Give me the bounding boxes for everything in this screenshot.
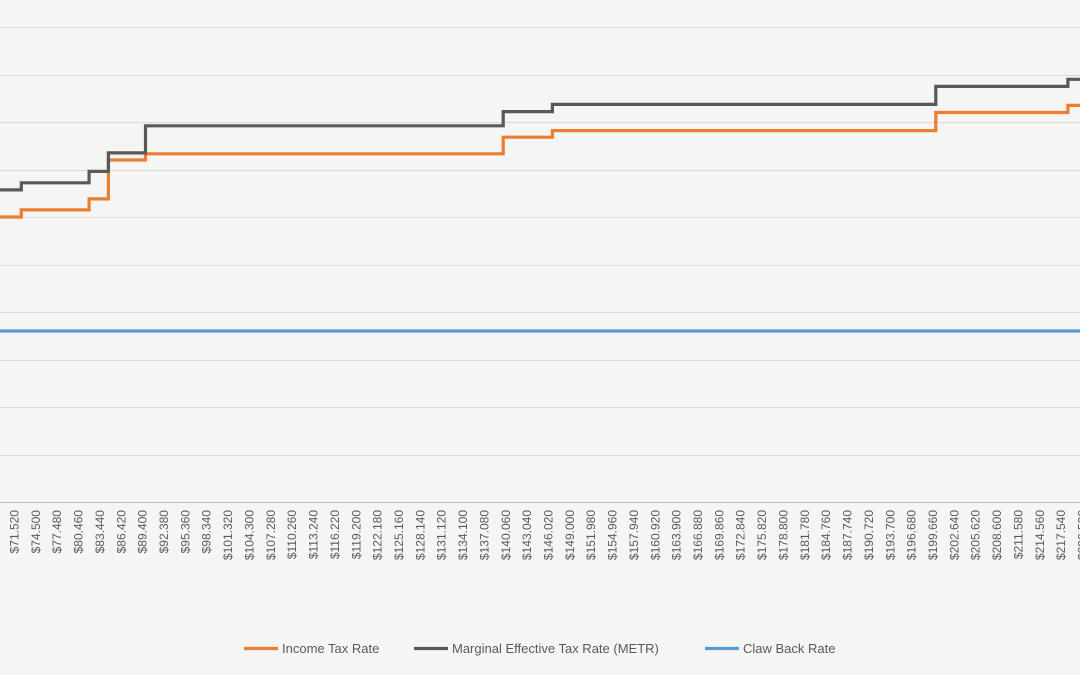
x-tick-label: $107.280: [264, 510, 278, 560]
x-tick-label: $119.200: [349, 510, 363, 559]
x-tick-label: $71.520: [8, 510, 22, 554]
x-tick-label: $205.620: [969, 510, 983, 560]
x-tick-label: $190.720: [862, 510, 876, 560]
x-tick-label: $95.360: [178, 510, 192, 554]
x-tick-label: $208.600: [990, 510, 1004, 560]
x-tick-label: $80.460: [72, 510, 86, 554]
x-tick-label: $157.940: [627, 510, 641, 560]
x-tick-label: $178.800: [777, 510, 791, 560]
x-tick-label: $163.900: [670, 510, 684, 560]
x-tick-label: $211.580: [1011, 510, 1025, 559]
x-tick-label: $169.860: [712, 510, 726, 560]
x-tick-label: $128.140: [413, 510, 427, 560]
x-tick-label: $134.100: [456, 510, 470, 560]
x-tick-label: $86.420: [114, 510, 128, 554]
x-axis-tick-labels: $71.520 $74.500 $77.480 $80.460 $83.440 $86.4…: [8, 510, 1080, 560]
x-tick-label: $220.520: [1076, 510, 1080, 560]
x-tick-label: $149.000: [563, 510, 577, 560]
legend-label: Income Tax Rate: [282, 641, 379, 656]
legend-item: Income Tax Rate: [244, 641, 379, 656]
x-tick-label: $151.980: [584, 510, 598, 560]
x-tick-label: $199.660: [926, 510, 940, 560]
x-tick-label: $89.400: [136, 510, 150, 554]
x-tick-label: $154.960: [606, 510, 620, 560]
x-tick-label: $160.920: [648, 510, 662, 560]
x-tick-label: $143.040: [520, 510, 534, 560]
x-tick-label: $184.760: [819, 510, 833, 560]
x-tick-label: $175.820: [755, 510, 769, 560]
series-line-income-tax-rate: [0, 103, 1080, 219]
x-tick-label: $131.120: [435, 510, 449, 560]
x-tick-label: $214.560: [1033, 510, 1047, 560]
x-tick-label: $92.380: [157, 510, 171, 554]
x-tick-label: $193.700: [883, 510, 897, 560]
x-tick-label: $104.300: [243, 510, 257, 560]
x-tick-label: $202.640: [947, 510, 961, 560]
x-tick-label: $140.060: [499, 510, 513, 560]
x-tick-label: $187.740: [841, 510, 855, 560]
x-tick-label: $196.680: [905, 510, 919, 560]
x-tick-label: $122.180: [371, 510, 385, 560]
x-tick-label: $146.020: [542, 510, 556, 560]
legend-label: Marginal Effective Tax Rate (METR): [452, 641, 659, 656]
x-tick-label: $181.780: [798, 510, 812, 560]
series-line-marginal-effective-tax-rate-metr: [0, 77, 1080, 192]
grid-layer: [0, 27, 1080, 503]
x-tick-label: $101.320: [221, 510, 235, 560]
legend-item: Claw Back Rate: [705, 641, 835, 656]
legend-label: Claw Back Rate: [743, 641, 835, 656]
x-tick-label: $113.240: [307, 510, 321, 559]
x-tick-label: $74.500: [29, 510, 43, 554]
x-tick-label: $125.160: [392, 510, 406, 560]
x-tick-label: $172.840: [734, 510, 748, 560]
x-tick-label: $116.220: [328, 510, 342, 559]
x-tick-label: $77.480: [50, 510, 64, 554]
legend-item: Marginal Effective Tax Rate (METR): [414, 641, 659, 656]
x-tick-label: $98.340: [200, 510, 214, 554]
x-tick-label: $83.440: [93, 510, 107, 554]
x-tick-label: $110.260: [285, 510, 299, 559]
legend: Income Tax Rate Marginal Effective Tax Ra…: [244, 641, 835, 656]
series-layer: [0, 77, 1080, 333]
x-tick-label: $137.080: [477, 510, 491, 560]
x-tick-label: $166.880: [691, 510, 705, 560]
x-tick-label: $217.540: [1054, 510, 1068, 560]
